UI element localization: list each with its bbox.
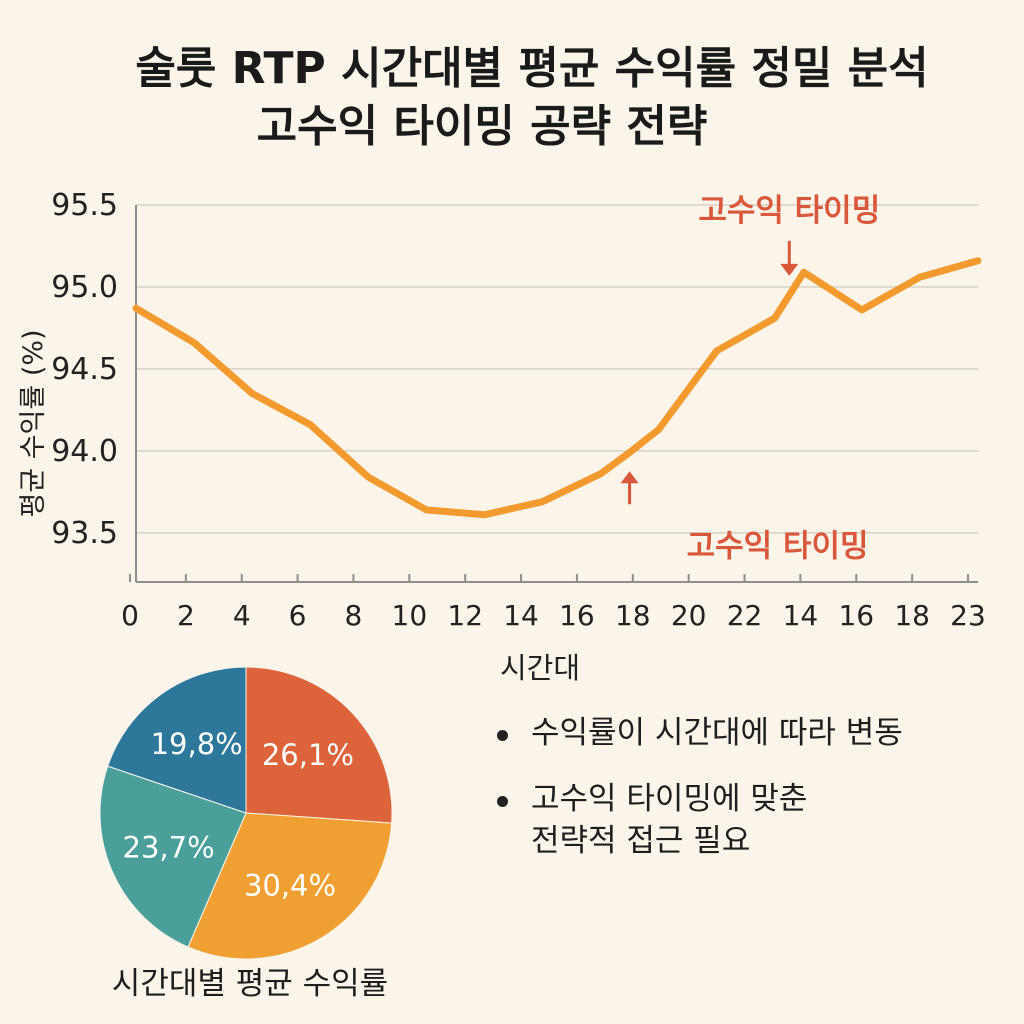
y-axis-label: 평균 수익률 (%): [18, 329, 49, 517]
data-point: [249, 391, 255, 396]
x-axis-label: 시간대: [500, 651, 580, 685]
x-tick-label: 18: [894, 599, 930, 632]
arrowhead: [780, 263, 799, 276]
data-point: [859, 307, 865, 313]
title-line-1: 술룻 RTP 시간대별 평균 수익률 정밀 분석: [135, 43, 929, 94]
data-point: [423, 507, 429, 513]
x-tick-label: 2: [177, 599, 195, 632]
x-tick-label: 16: [559, 599, 595, 632]
pie-slice-label: 19,8%: [151, 727, 243, 761]
pie-slice: [99, 765, 247, 948]
key-point-text: 고수익 타이밍에 맞춘 전략적 접근 필요: [531, 781, 808, 859]
pie-slice-label: 23,7%: [123, 830, 215, 864]
title-line-2: 고수익 타이밍 공략 전략: [256, 101, 708, 152]
annotation: 고수익 타이밍: [620, 471, 869, 564]
key-point-text: 수익률이 시간대에 따라 변동: [531, 715, 903, 751]
data-point: [917, 274, 923, 280]
x-tick-label: 16: [838, 599, 874, 632]
x-tick-label: 14: [503, 599, 539, 632]
data-point: [801, 269, 807, 275]
bullet-dot-icon: [497, 730, 508, 741]
x-tick-label: 12: [447, 599, 483, 632]
arrowhead: [620, 471, 639, 484]
key-points-list: 수익률이 시간대에 따라 변동 고수익 타이밍에 맞춘 전략적 접근 필요: [495, 712, 995, 886]
annotation: 고수익 타이밍: [698, 193, 880, 276]
data-point: [481, 512, 487, 518]
pie-slice-label: 30,4%: [244, 868, 336, 902]
y-tick-label: 95.0: [51, 270, 118, 305]
data-point: [772, 315, 778, 321]
x-tick-label: 14: [783, 599, 819, 632]
data-point: [975, 258, 981, 264]
annotation-label: 고수익 타이밍: [698, 193, 880, 229]
x-tick-label: 10: [392, 599, 428, 632]
pie-slice: [187, 812, 393, 960]
key-point: 고수익 타이밍에 맞춘 전략적 접근 필요: [495, 778, 995, 862]
y-tick-label: 94.0: [51, 434, 118, 469]
pie-slice-label: 26,1%: [262, 738, 354, 772]
x-tick-label: 23: [950, 599, 986, 632]
x-tick-label: 4: [233, 599, 251, 632]
chart-title: 술룻 RTP 시간대별 평균 수익률 정밀 분석 고수익 타이밍 공략 전략: [0, 40, 1024, 156]
x-tick-label: 6: [289, 599, 307, 632]
pie-slice: [107, 666, 247, 814]
data-point: [656, 427, 662, 433]
x-tick-label: 18: [615, 599, 651, 632]
data-point: [714, 348, 720, 354]
data-point: [598, 471, 604, 477]
data-point: [133, 305, 139, 311]
y-tick-label: 95.5: [51, 188, 118, 223]
key-point: 수익률이 시간대에 따라 변동: [495, 712, 995, 754]
x-tick-label: 22: [727, 599, 763, 632]
y-tick-label: 94.5: [51, 352, 118, 387]
x-tick-label: 8: [345, 599, 363, 632]
x-tick-label: 20: [671, 599, 707, 632]
data-point: [365, 474, 371, 480]
x-tick-label: 0: [121, 599, 139, 632]
data-point: [191, 340, 197, 346]
bullet-dot-icon: [497, 796, 508, 807]
data-point: [539, 499, 545, 505]
data-point: [627, 450, 633, 456]
pie-slice: [245, 666, 393, 824]
y-tick-label: 93.5: [51, 516, 118, 551]
annotation-label: 고수익 타이밍: [687, 528, 869, 564]
data-point: [307, 422, 313, 428]
pie-caption: 시간대별 평균 수익률: [111, 966, 389, 1002]
series-line: [132, 257, 982, 519]
